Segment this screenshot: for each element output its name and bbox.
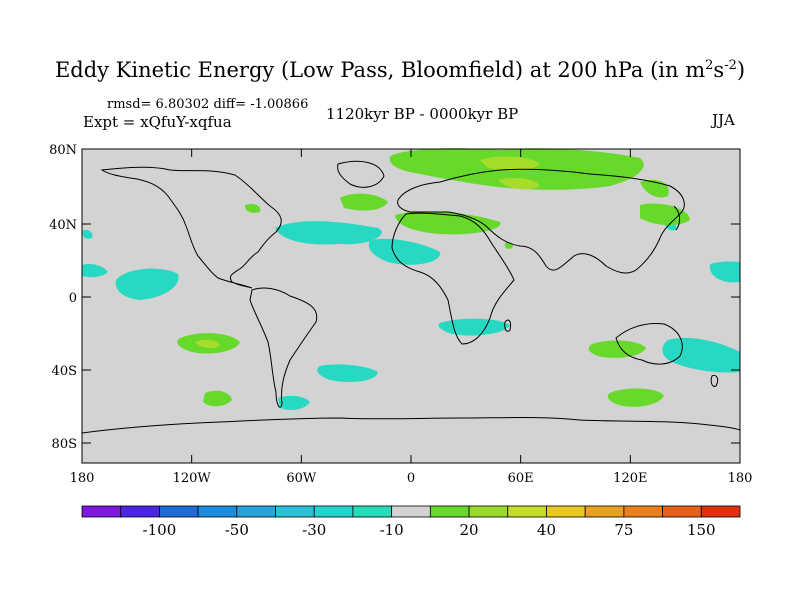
stats-label: rmsd= 6.80302 diff= -1.00866 [107,97,309,112]
patch-subtropical-pacific [115,268,179,300]
season-label: JJA [712,111,735,129]
patch-southern-ocean [607,388,664,407]
coast-new-zealand [710,375,719,387]
colorbar-swatch [700,505,741,518]
colorbar-swatch [197,505,238,518]
patch-south-pacific-south [203,390,232,407]
patch-siberia-core [480,156,540,171]
title-text: Eddy Kinetic Energy (Low Pass, Bloomfiel… [54,58,706,82]
colorbar-label: -100 [143,521,177,539]
colorbar-label: 150 [687,521,716,539]
colorbar-label: -10 [380,521,404,539]
colorbar-swatch [352,505,393,518]
coast-japan [673,205,681,231]
lon-tick-label: 180 [70,471,95,486]
colorbar-swatch [120,505,160,518]
coast-australia [615,323,683,365]
colorbar-label: -30 [302,521,326,539]
patch-canada [244,203,261,213]
strong-positive-patches [195,156,540,349]
colorbar-swatch [391,505,431,518]
coastlines [81,160,741,434]
colorbar-label: 20 [460,521,479,539]
map-background [82,149,740,463]
longitude-axis: 180 120W 60W 0 60E 120E 180 [70,149,753,486]
lat-tick-label: 80N [49,143,77,158]
patch-south-pacific-east [662,337,740,373]
colorbar-swatch [159,505,199,518]
title-superscript-2: -2 [724,58,737,73]
colorbar-swatch [313,505,354,518]
patch-east-pacific [82,263,108,278]
coast-eurasia [397,168,685,274]
coast-greenland [337,160,385,188]
patch-central-asia-core [498,178,540,190]
patch-indian-ocean [588,340,646,358]
title-text-end: ) [736,58,746,82]
colorbar-swatch [662,505,702,518]
patch-mediterranean [395,211,501,235]
patch-kuroshio [640,203,690,226]
lon-tick-label: 0 [407,471,415,486]
colorbar-swatch [546,505,586,518]
patch-atlantic-subtropic [368,238,441,265]
colorbar: -100 -50 -30 -10 20 40 75 150 [81,505,741,539]
colorbar-swatch [236,505,276,518]
title-text-unit: s [713,58,725,82]
colorbar-label: 75 [614,521,633,539]
colorbar-swatch [429,505,470,518]
lon-tick-label: 120E [613,471,647,486]
lat-tick-label: 80S [52,437,77,452]
lon-tick-label: 60E [508,471,534,486]
patch-north-atlantic-east [340,193,388,211]
colorbar-swatch [584,505,625,518]
colorbar-swatch [275,505,315,518]
lon-tick-label: 60W [286,471,317,486]
experiment-label: Expt = xQfuY-xqfua [83,113,232,131]
lat-tick-label: 0 [69,291,77,306]
plot-title: Eddy Kinetic Energy (Low Pass, Bloomfiel… [0,58,800,82]
colorbar-swatch [623,505,663,518]
lat-tick-label: 40N [49,218,77,233]
patch-north-pacific-east [709,261,740,283]
colorbar-swatch [468,505,509,518]
lon-tick-label: 180 [728,471,753,486]
coast-south-america [249,287,318,408]
lon-tick-label: 120W [173,471,212,486]
period-label: 1120kyr BP - 0000kyr BP [326,105,519,123]
lat-tick-label: 40S [52,364,77,379]
patch-east-asia [640,179,669,198]
coast-north-america [100,166,282,289]
patch-drake [278,395,310,410]
patch-west-edge [82,229,93,239]
negative-anomaly-patches [82,220,740,410]
patch-south-africa [438,318,510,336]
colorbar-label: 40 [537,521,556,539]
coast-antarctica [81,417,741,434]
latitude-axis: 80N 40N 0 40S 80S [49,143,740,452]
patch-pacific-core [195,339,220,349]
patch-south-atlantic [317,364,378,382]
coast-madagascar [504,319,511,332]
patch-north-atlantic [275,221,382,245]
coast-africa [391,212,515,345]
colorbar-label: -50 [225,521,249,539]
colorbar-swatch [507,505,547,518]
colorbar-swatch [81,505,122,518]
title-superscript-1: 2 [705,58,714,73]
